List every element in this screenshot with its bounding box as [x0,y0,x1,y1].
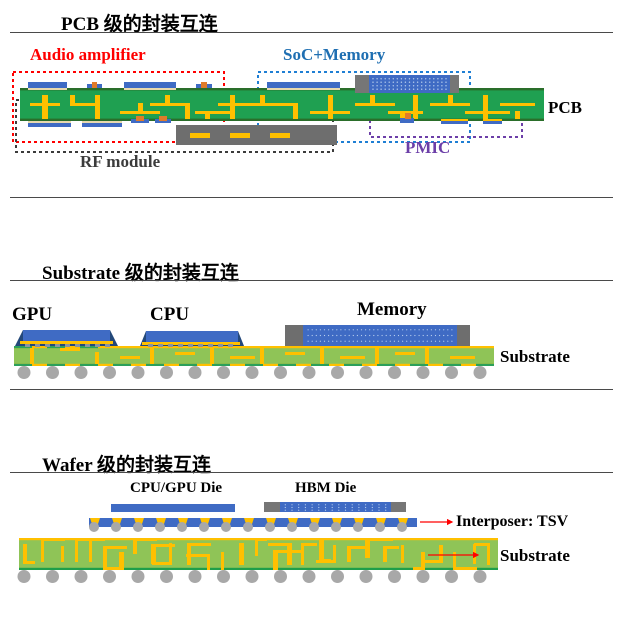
svg-text:CPU: CPU [150,304,189,325]
svg-text:GPU: GPU [12,304,52,325]
svg-text:Interposer: TSV: Interposer: TSV [456,513,569,530]
svg-text:Substrate: Substrate [500,347,570,366]
svg-text:SoC+Memory: SoC+Memory [283,45,386,64]
svg-text:PCB: PCB [548,98,582,117]
svg-text:Audio amplifier: Audio amplifier [30,45,146,64]
svg-text:Substrate: Substrate [500,546,570,565]
svg-text:Memory: Memory [357,300,427,320]
svg-text:CPU/GPU Die: CPU/GPU Die [130,480,222,496]
svg-text:HBM Die: HBM Die [295,480,357,496]
svg-text:PMIC: PMIC [405,138,450,157]
svg-text:RF module: RF module [80,152,161,171]
